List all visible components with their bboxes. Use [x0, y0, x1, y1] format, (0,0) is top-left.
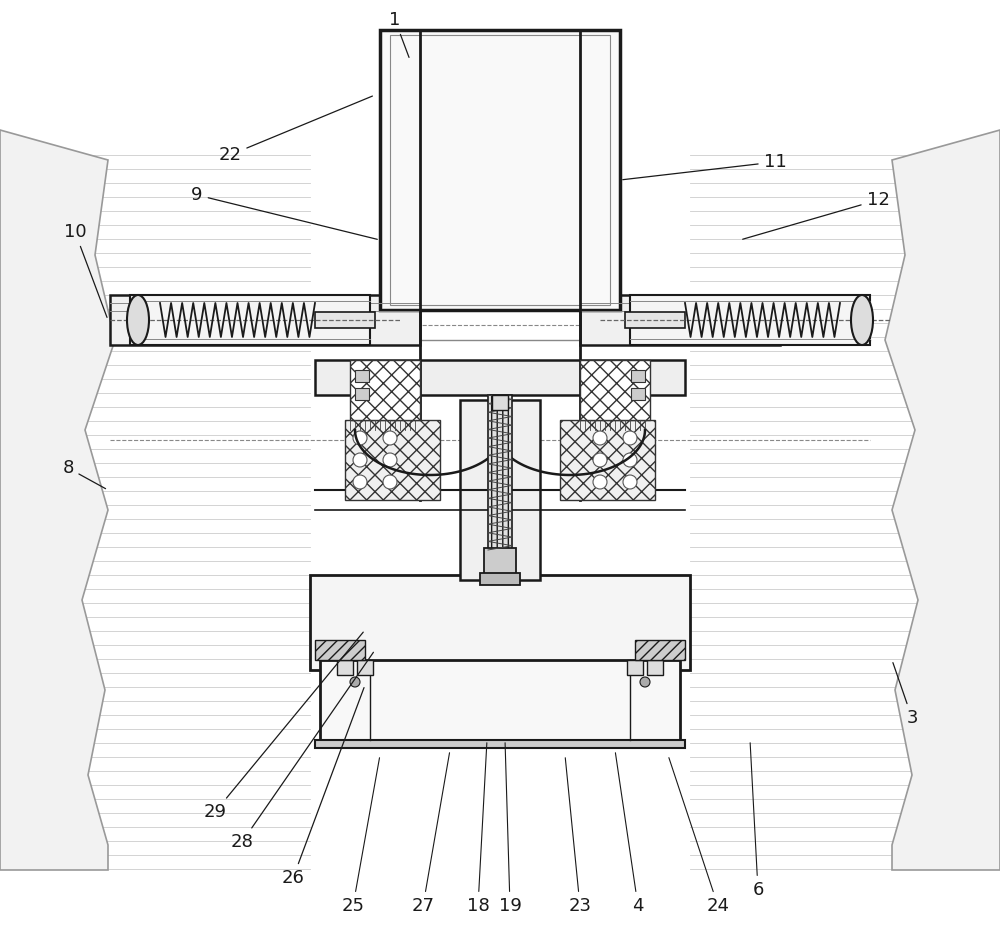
Bar [315, 640, 365, 660]
Text: 25: 25 [342, 758, 380, 915]
Circle shape [383, 431, 397, 445]
Text: 23: 23 [565, 758, 592, 915]
Text: 9: 9 [191, 186, 377, 240]
Bar [357, 660, 373, 675]
Bar [488, 395, 512, 550]
Circle shape [353, 475, 367, 489]
Text: 26: 26 [282, 688, 364, 887]
Text: 11: 11 [623, 153, 786, 180]
Circle shape [593, 475, 607, 489]
Bar [355, 370, 369, 382]
Bar [350, 360, 420, 420]
Bar [480, 573, 520, 585]
Bar [460, 400, 540, 580]
Polygon shape [0, 130, 115, 870]
Bar [130, 295, 370, 345]
Ellipse shape [127, 295, 149, 345]
Bar [315, 740, 685, 748]
Bar [580, 295, 780, 345]
Bar [635, 640, 685, 660]
Text: 29: 29 [204, 632, 363, 821]
Bar [630, 295, 870, 345]
Text: 3: 3 [893, 663, 918, 727]
Bar [484, 548, 516, 575]
Circle shape [593, 431, 607, 445]
Text: 27: 27 [412, 753, 450, 915]
Polygon shape [885, 130, 1000, 870]
Bar [492, 395, 508, 410]
Circle shape [593, 453, 607, 467]
Text: 8: 8 [62, 459, 106, 489]
Bar [320, 660, 680, 740]
Circle shape [623, 453, 637, 467]
Circle shape [623, 431, 637, 445]
Text: 19: 19 [499, 743, 521, 915]
Bar [627, 660, 643, 675]
Bar [560, 420, 655, 500]
Bar [647, 660, 663, 675]
Bar [337, 660, 353, 675]
Text: 4: 4 [615, 753, 644, 915]
Bar [390, 35, 610, 305]
Text: 1: 1 [389, 11, 409, 57]
Ellipse shape [851, 295, 873, 345]
Bar [310, 575, 690, 670]
Bar [625, 312, 685, 328]
Bar [631, 388, 645, 400]
Circle shape [383, 453, 397, 467]
Bar [315, 360, 685, 395]
Text: 22: 22 [218, 96, 372, 164]
Bar [345, 420, 440, 500]
Bar [315, 312, 375, 328]
Text: 28: 28 [231, 652, 373, 851]
Text: 24: 24 [669, 757, 730, 915]
Circle shape [640, 677, 650, 687]
Bar [110, 295, 420, 345]
Text: 18: 18 [467, 743, 489, 915]
Text: 6: 6 [750, 743, 764, 899]
Bar [580, 360, 650, 420]
Circle shape [353, 431, 367, 445]
Text: 10: 10 [64, 223, 107, 317]
Text: 12: 12 [743, 191, 889, 240]
Circle shape [623, 475, 637, 489]
Bar [631, 370, 645, 382]
Circle shape [353, 453, 367, 467]
Circle shape [383, 475, 397, 489]
Bar [380, 30, 620, 310]
Circle shape [350, 677, 360, 687]
Bar [355, 388, 369, 400]
